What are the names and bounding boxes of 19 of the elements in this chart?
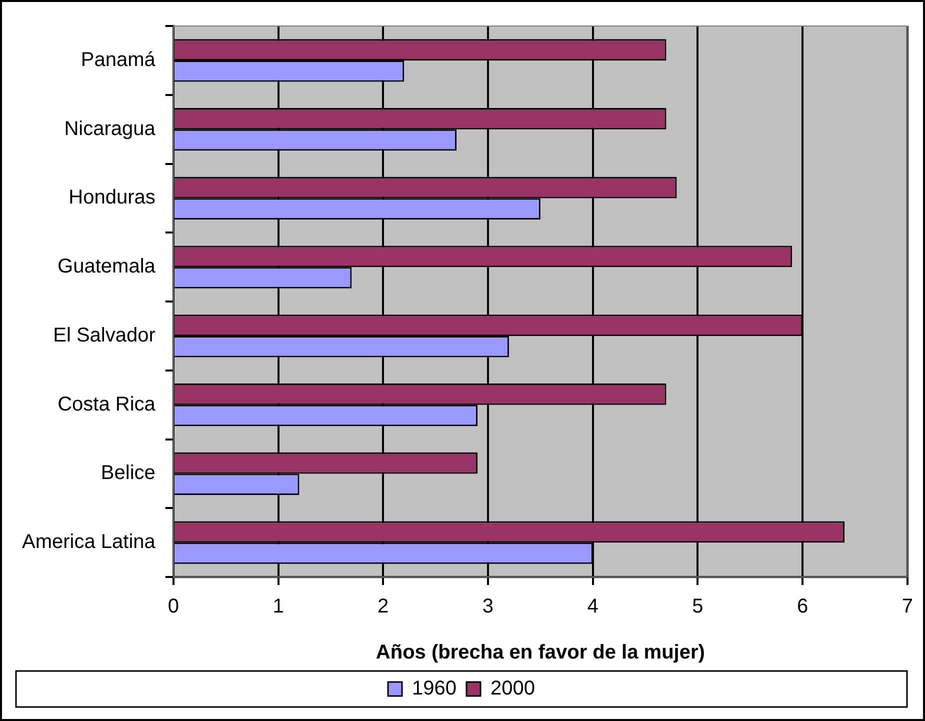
y-tick-label: Costa Rica (58, 393, 156, 416)
x-tick-label: 5 (692, 596, 704, 618)
y-tick-label: Honduras (68, 186, 156, 209)
x-tick-label: 0 (168, 596, 179, 618)
y-tick-label: Belice (100, 462, 156, 484)
x-tick-label: 4 (587, 596, 598, 618)
x-axis-title: Años (brecha en favor de la mujer) (376, 642, 705, 664)
x-tick-label: 7 (902, 596, 913, 618)
x-tick-label: 3 (482, 596, 494, 618)
x-tick-label: 2 (378, 596, 389, 618)
legend-label: 1960 (412, 678, 457, 700)
y-tick-label: El Salvador (53, 324, 156, 346)
legend-label: 2000 (490, 678, 535, 700)
y-tick-label: Nicaragua (64, 118, 156, 140)
y-tick-label: Guatemala (58, 256, 156, 278)
x-tick-label: 6 (797, 596, 808, 618)
y-tick-label: Panamá (80, 48, 156, 71)
y-tick-label: America Latina (22, 531, 156, 554)
x-tick-label: 1 (272, 596, 284, 618)
